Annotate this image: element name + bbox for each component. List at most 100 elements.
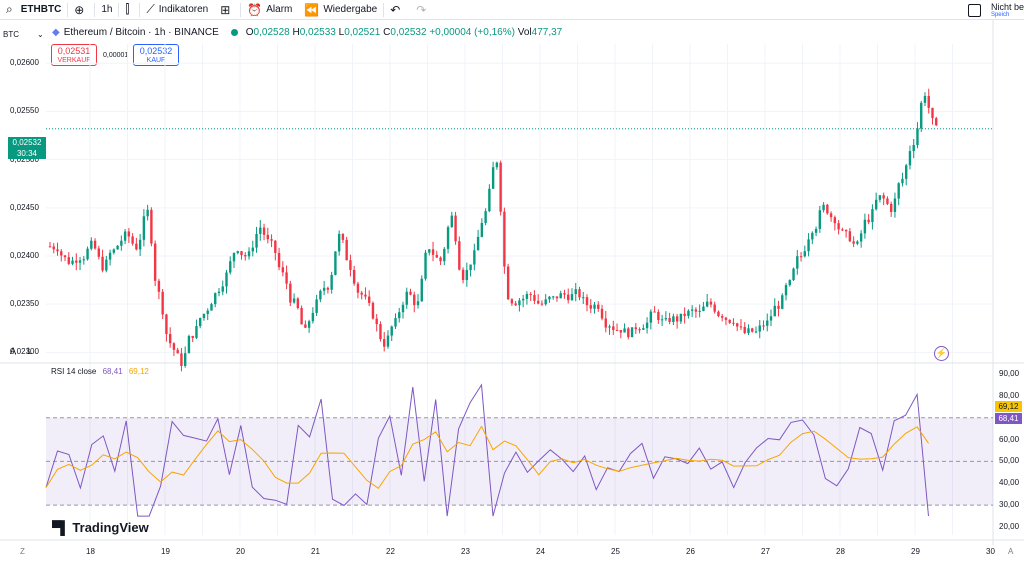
candle-down	[281, 267, 285, 273]
candle-down	[634, 327, 638, 330]
candle-down	[683, 313, 686, 316]
undo-button[interactable]: ↶	[384, 0, 410, 20]
candle-down	[931, 107, 934, 119]
chart-type-button[interactable]: ⫿	[119, 0, 139, 20]
alarm-label: Alarm	[266, 4, 293, 15]
candle-down	[383, 339, 386, 347]
candle-down	[375, 318, 378, 325]
candle-down	[93, 240, 97, 249]
toolbar-divider	[383, 2, 385, 17]
time-tick-label: 26	[686, 547, 695, 556]
compare-button[interactable]: ⊕	[68, 0, 94, 20]
redo-button[interactable]: ↷	[410, 0, 436, 20]
candle-down	[841, 229, 844, 231]
candle-up	[773, 305, 776, 317]
save-area[interactable]: Nicht be Speich	[967, 0, 1024, 20]
price-tick-label: 0,02600	[10, 58, 39, 68]
zoom-out-button[interactable]: Z	[20, 547, 25, 556]
time-tick-label: 20	[236, 547, 245, 556]
candle-down	[326, 287, 330, 290]
candle-up	[754, 331, 758, 333]
rsi-title[interactable]: RSI 14 close	[51, 367, 97, 376]
candle-down	[506, 266, 510, 300]
candle-down	[409, 291, 412, 295]
undo-icon: ↶	[390, 2, 401, 17]
candle-down	[886, 198, 889, 204]
rsi-ma-value: 69,12	[128, 367, 149, 376]
candle-up	[814, 228, 818, 233]
candle-up	[491, 167, 495, 189]
interval-button[interactable]: 1h	[95, 0, 118, 20]
candle-up	[469, 264, 472, 271]
layout-button[interactable]: ⊞	[214, 0, 240, 20]
candle-up	[112, 249, 116, 253]
buy-label: KAUF	[146, 57, 166, 64]
candle-down	[131, 236, 134, 244]
candle-down	[431, 249, 435, 255]
candle-up	[664, 318, 668, 320]
candle-down	[48, 246, 52, 248]
candle-up	[183, 353, 187, 366]
candle-down	[529, 294, 532, 296]
candle-up	[225, 272, 228, 287]
candle-up	[552, 296, 555, 298]
candle-up	[796, 256, 799, 269]
candle-up	[108, 252, 112, 260]
rsi-tick-label: 80,00	[999, 390, 1020, 400]
sell-label: VERKAUF	[57, 57, 91, 64]
candle-up	[315, 299, 318, 313]
log-scale-button[interactable]: L	[27, 346, 33, 356]
candle-up	[401, 304, 405, 313]
candle-down	[379, 324, 382, 340]
price-tick-label: 0,02450	[10, 202, 39, 212]
candle-up	[784, 285, 788, 296]
tradingview-brand: TradingView	[72, 520, 149, 535]
candle-up	[608, 326, 611, 328]
candle-down	[829, 213, 833, 218]
candle-down	[135, 243, 138, 250]
auto-scale-button[interactable]: A	[10, 346, 17, 356]
ohlc-values: O0,02528 H0,02533 L0,02521 C0,02532 +0,0…	[245, 27, 563, 38]
candle-down	[675, 316, 679, 322]
tradingview-logo[interactable]: ▀▌ TradingView	[52, 520, 149, 535]
auto-button[interactable]: A	[1008, 547, 1014, 556]
time-tick-label: 28	[836, 547, 845, 556]
candle-up	[206, 310, 209, 314]
candle-up	[818, 210, 822, 229]
candle-up	[518, 300, 521, 306]
candle-down	[567, 294, 570, 301]
symbol-title[interactable]: Ethereum / Bitcoin · 1h · BINANCE	[63, 27, 219, 38]
redo-icon: ↷	[416, 2, 427, 17]
indicators-button[interactable]: ⟋ Indikatoren	[140, 0, 214, 20]
toolbar-divider	[139, 2, 141, 17]
replay-label: Wiedergabe	[323, 4, 378, 15]
tradingview-logo-icon: ▀▌	[52, 520, 69, 535]
time-tick-label: 22	[386, 547, 395, 556]
add-symbol-icon: ⊕	[74, 2, 85, 17]
candle-down	[458, 241, 461, 270]
candle-up	[398, 312, 401, 319]
buy-button[interactable]: 0,02532 KAUF	[133, 44, 179, 66]
candle-up	[221, 286, 224, 292]
candle-down	[736, 323, 739, 327]
candle-up	[923, 95, 927, 103]
candle-down	[777, 305, 780, 309]
candle-up	[86, 248, 89, 260]
save-checkbox[interactable]	[967, 3, 981, 17]
currency-selector[interactable]: BTC ⌄	[3, 24, 44, 44]
countdown-label: 30:34	[16, 149, 38, 158]
candle-up	[649, 311, 653, 323]
symbol-search-button[interactable]: ⌕ ETHBTC	[0, 0, 67, 20]
candle-down	[413, 294, 416, 306]
candle-up	[251, 247, 254, 252]
lightning-icon[interactable]: ⚡	[934, 346, 949, 361]
alarm-button[interactable]: ⏰ Alarm	[241, 0, 298, 20]
candle-up	[893, 198, 897, 212]
candle-down	[127, 231, 131, 237]
candle-down	[364, 294, 367, 297]
candle-down	[266, 234, 270, 240]
candle-down	[63, 255, 67, 258]
sell-button[interactable]: 0,02531 VERKAUF	[51, 44, 97, 66]
replay-button[interactable]: ⏪ Wiedergabe	[298, 0, 383, 20]
